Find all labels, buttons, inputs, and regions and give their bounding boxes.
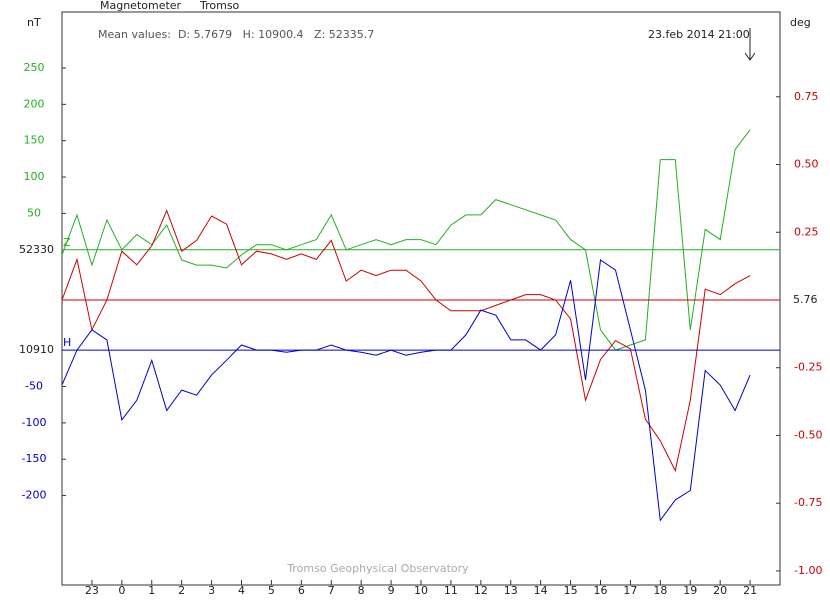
- y-tick-label: 0.50: [794, 158, 819, 171]
- x-tick-label: 11: [444, 584, 458, 597]
- timestamp: 23.feb 2014 21:00: [648, 28, 750, 41]
- y-tick-label: 0.25: [794, 225, 819, 238]
- x-tick-label: 14: [534, 584, 548, 597]
- x-tick-label: 18: [653, 584, 667, 597]
- y-tick-label: 250: [24, 61, 45, 74]
- station: Tromso: [199, 0, 240, 12]
- x-tick-label: 12: [474, 584, 488, 597]
- y-tick-label: -1.00: [794, 564, 822, 577]
- x-tick-label: 13: [504, 584, 518, 597]
- x-tick-label: 9: [388, 584, 395, 597]
- y-tick-label: -0.50: [794, 428, 822, 441]
- y-tick-label: -200: [22, 489, 47, 502]
- chart-title: Magnetometer: [100, 0, 182, 12]
- x-tick-label: 23: [85, 584, 99, 597]
- y-tick-label: 200: [24, 97, 45, 110]
- baseline-label: 5.76: [793, 293, 818, 306]
- x-tick-label: 15: [564, 584, 578, 597]
- y-tick-label: -0.75: [794, 496, 822, 509]
- series-line: [61, 259, 751, 522]
- x-tick-label: 8: [358, 584, 365, 597]
- y-tick-label: -0.25: [794, 361, 822, 374]
- right-unit: deg: [790, 16, 811, 29]
- baseline-label: 10910: [19, 343, 54, 356]
- x-tick-label: 20: [713, 584, 727, 597]
- y-tick-label: 50: [27, 206, 41, 219]
- left-unit: nT: [27, 16, 41, 29]
- now-arrow: [744, 28, 756, 61]
- x-tick-label: 10: [414, 584, 428, 597]
- x-tick-label: 5: [268, 584, 275, 597]
- x-tick-label: 4: [238, 584, 245, 597]
- x-tick-label: 0: [118, 584, 125, 597]
- baseline-label: 52330: [19, 243, 54, 256]
- x-tick-label: 6: [298, 584, 305, 597]
- series-name: H: [63, 336, 71, 349]
- x-tick-label: 19: [683, 584, 697, 597]
- x-tick-label: 16: [594, 584, 608, 597]
- y-tick-label: 0.75: [794, 90, 819, 103]
- y-tick-label: 150: [24, 134, 45, 147]
- x-tick-label: 2: [178, 584, 185, 597]
- mean-values: Mean values: D: 5.7679 H: 10900.4 Z: 523…: [98, 28, 374, 41]
- series-line: [61, 209, 751, 473]
- footer: Tromso Geophysical Observatory: [286, 562, 469, 575]
- x-tick-label: 17: [623, 584, 637, 597]
- series-line: [61, 129, 751, 351]
- y-tick-label: 100: [24, 170, 45, 183]
- y-tick-label: -100: [22, 416, 47, 429]
- x-tick-label: 7: [328, 584, 335, 597]
- x-tick-label: 21: [743, 584, 757, 597]
- x-tick-label: 3: [208, 584, 215, 597]
- y-tick-label: -50: [25, 379, 43, 392]
- x-tick-label: 1: [148, 584, 155, 597]
- y-tick-label: -150: [22, 452, 47, 465]
